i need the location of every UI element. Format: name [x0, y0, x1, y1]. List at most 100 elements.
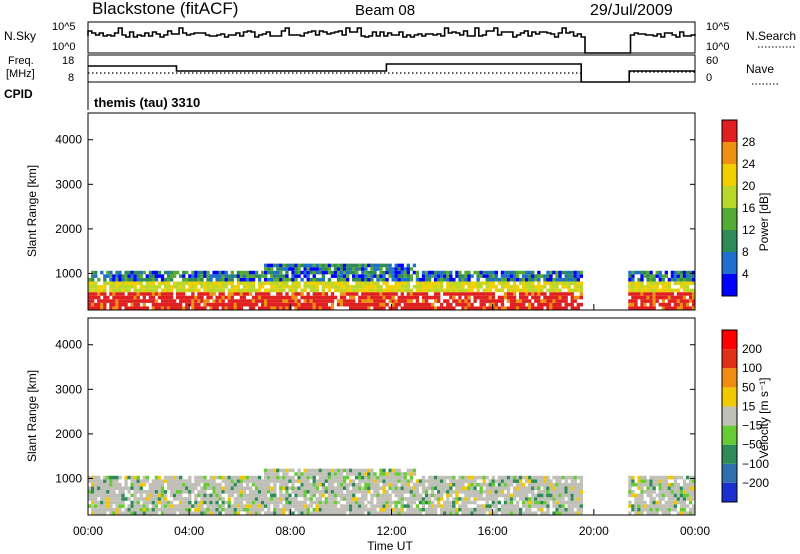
heatmap-cell: [361, 288, 365, 293]
heatmap-cell: [522, 295, 526, 300]
heatmap-cell: [318, 468, 322, 473]
heatmap-cell: [415, 497, 420, 501]
heatmap-cell: [221, 288, 225, 293]
heatmap-cell: [261, 295, 265, 300]
colorbar-swatch: [722, 406, 737, 426]
heatmap-cell: [685, 490, 690, 494]
heatmap-cell: [176, 507, 180, 512]
heatmap-cell: [497, 295, 502, 300]
heatmap-cell: [561, 475, 565, 480]
heatmap-cell: [294, 274, 298, 278]
heatmap-cell: [570, 270, 574, 275]
heatmap-cell: [364, 504, 368, 508]
heatmap-cell: [230, 302, 234, 307]
heatmap-cell: [166, 295, 171, 300]
heatmap-cell: [561, 486, 565, 491]
heatmap-cell: [525, 292, 529, 296]
heatmap-cell: [394, 493, 398, 498]
heatmap-cell: [182, 306, 186, 310]
heatmap-cell: [437, 482, 441, 487]
heatmap-cell: [488, 511, 492, 515]
heatmap-cell: [494, 302, 499, 307]
heatmap-cell: [151, 493, 156, 498]
colorbar-swatch: [722, 463, 737, 483]
heatmap-cell: [637, 281, 641, 286]
heatmap-cell: [97, 500, 101, 505]
heatmap-cell: [421, 486, 426, 491]
heatmap-cell: [248, 493, 253, 498]
heatmap-cell: [579, 285, 583, 289]
heatmap-cell: [136, 281, 140, 286]
heatmap-cell: [349, 263, 353, 268]
heatmap-cell: [212, 475, 216, 480]
heatmap-cell: [473, 270, 477, 275]
heatmap-cell: [658, 493, 662, 498]
heatmap-cell: [200, 292, 204, 296]
heatmap-cell: [418, 277, 423, 282]
heatmap-cell: [306, 468, 310, 473]
heatmap-cell: [661, 299, 665, 303]
heatmap-cell: [245, 288, 250, 293]
heatmap-cell: [88, 486, 92, 491]
heatmap-cell: [361, 486, 365, 491]
heatmap-cell: [291, 285, 295, 289]
heatmap-cell: [564, 500, 568, 505]
heatmap-cell: [136, 507, 140, 512]
heatmap-cell: [479, 504, 483, 508]
heatmap-cell: [227, 274, 231, 278]
heatmap-cell: [394, 507, 398, 512]
heatmap-cell: [309, 263, 313, 268]
heatmap-cell: [446, 504, 450, 508]
heatmap-cell: [443, 277, 447, 282]
heatmap-cell: [227, 288, 231, 293]
heatmap-cell: [206, 299, 210, 303]
heatmap-cell: [309, 302, 313, 307]
heatmap-cell: [543, 504, 547, 508]
heatmap-cell: [637, 295, 641, 300]
heatmap-cell: [206, 288, 210, 293]
heatmap-cell: [288, 500, 292, 505]
heatmap-cell: [224, 479, 228, 483]
heatmap-cell: [458, 299, 462, 303]
heatmap-cell: [540, 507, 544, 512]
heatmap-cell: [224, 486, 228, 491]
heatmap-cell: [197, 507, 201, 512]
heatmap-cell: [118, 288, 122, 293]
heatmap-cell: [379, 511, 383, 515]
heatmap-cell: [94, 490, 98, 494]
heatmap-cell: [649, 299, 653, 303]
heatmap-cell: [385, 285, 389, 289]
heatmap-cell: [215, 288, 219, 293]
heatmap-cell: [218, 292, 222, 296]
heatmap-cell: [321, 270, 326, 275]
heatmap-cell: [285, 500, 289, 505]
heatmap-cell: [579, 292, 583, 296]
heatmap-cell: [312, 263, 316, 268]
heatmap-cell: [640, 299, 644, 303]
heatmap-cell: [166, 507, 171, 512]
heatmap-cell: [133, 302, 137, 307]
heatmap-cell: [676, 277, 681, 282]
heatmap-cell: [251, 479, 256, 483]
heatmap-cell: [537, 292, 541, 296]
heatmap-cell: [537, 274, 541, 278]
heatmap-cell: [142, 497, 146, 501]
heatmap-cell: [291, 274, 295, 278]
heatmap-cell: [306, 490, 310, 494]
heatmap-cell: [522, 299, 526, 303]
heatmap-cell: [106, 274, 110, 278]
heatmap-cell: [388, 497, 392, 501]
heatmap-cell: [118, 497, 122, 501]
heatmap-cell: [418, 511, 423, 515]
heatmap-cell: [361, 295, 365, 300]
heatmap-cell: [267, 490, 271, 494]
colorbar-swatch: [722, 387, 737, 407]
heatmap-cell: [540, 285, 544, 289]
heatmap-cell: [358, 299, 362, 303]
heatmap-cell: [558, 295, 562, 300]
heatmap-cell: [291, 479, 295, 483]
colorbar-swatch: [722, 349, 737, 369]
heatmap-cell: [349, 302, 353, 307]
heatmap-cell: [279, 500, 283, 505]
